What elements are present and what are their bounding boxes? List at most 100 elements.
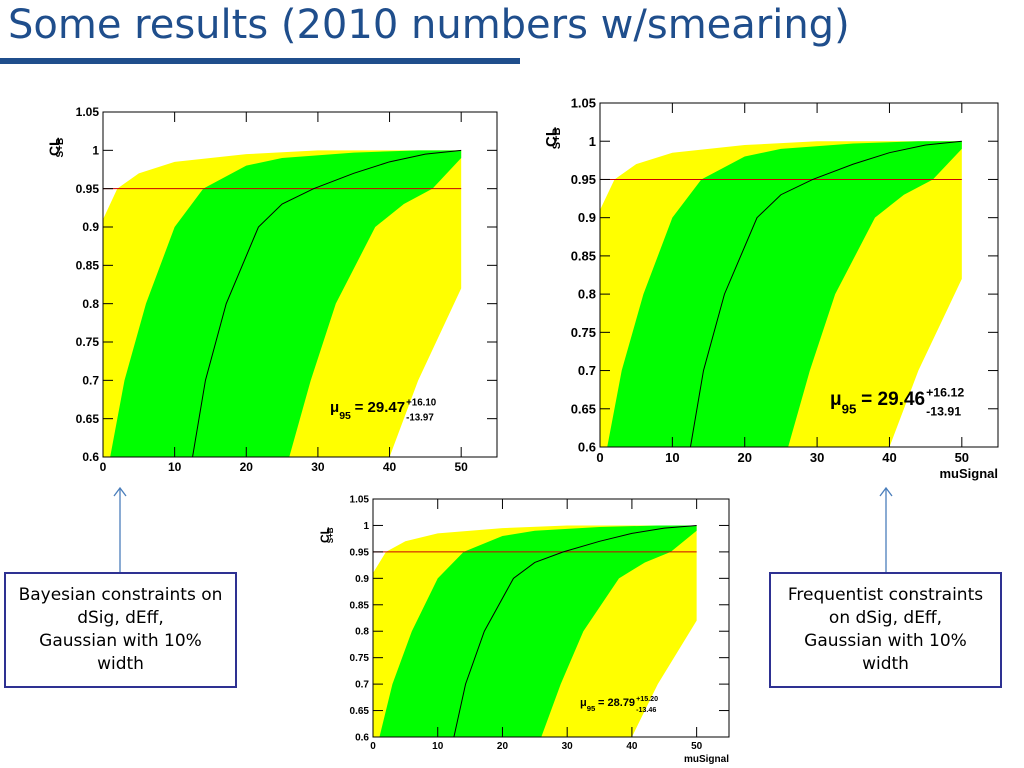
frame — [599, 102, 999, 448]
y-tick-label: 0.75 — [76, 335, 100, 349]
median-curve — [453, 524, 697, 737]
y-tick-label: 0.8 — [578, 287, 596, 302]
x-tick-label: 40 — [626, 741, 638, 752]
x-axis-label: muSignal — [939, 466, 998, 481]
y-tick-label: 0.7 — [82, 374, 99, 388]
y-tick-label: 1 — [363, 521, 369, 532]
annotation-symbol: μ — [830, 389, 842, 410]
annotation-value: = 29.47 — [355, 399, 405, 416]
y-tick-label: 0.9 — [355, 574, 369, 585]
frame — [102, 111, 498, 458]
plot-area — [373, 524, 697, 737]
y-tick-label: 1.05 — [350, 495, 370, 506]
y-tick-label: 0.9 — [578, 210, 596, 225]
x-tick-label: 50 — [455, 460, 469, 474]
x-tick-label: 40 — [882, 450, 896, 465]
x-tick-label: 20 — [737, 450, 751, 465]
y-tick-label: 1.05 — [76, 105, 100, 119]
callout-line: Frequentist constraints — [787, 585, 984, 605]
annotation-plus: +15.20 — [636, 695, 658, 703]
y-tick-label: 0.95 — [571, 172, 596, 187]
y-tick-label: 0.75 — [350, 653, 370, 664]
x-tick-label: 30 — [562, 741, 574, 752]
callout-line: Gaussian with 10% — [39, 631, 202, 651]
y-axis-label: CL — [46, 137, 62, 156]
annotation-subscript: 95 — [842, 402, 857, 417]
y-tick-label: 0.85 — [350, 600, 370, 611]
y-tick-label: 0.6 — [82, 450, 99, 464]
band — [379, 525, 697, 737]
y-tick-label: 0.7 — [355, 680, 369, 691]
x-tick-label: 50 — [955, 450, 969, 465]
plot-area — [103, 149, 462, 457]
frame — [372, 498, 730, 738]
callout-line: width — [97, 654, 144, 674]
y-tick-label: 0.8 — [82, 297, 99, 311]
callout-line: dSig, dEff, — [77, 608, 164, 628]
x-tick-label: 10 — [168, 460, 182, 474]
callout-box: Frequentist constraints on dSig, dEff, G… — [769, 572, 1002, 688]
plot-area — [600, 140, 962, 447]
y-tick-label: 0.6 — [355, 733, 369, 744]
x-tick-label: 20 — [240, 460, 254, 474]
y-tick-label: 0.9 — [82, 220, 99, 234]
y-tick-label: 1 — [589, 134, 596, 149]
x-tick-label: 30 — [311, 460, 325, 474]
slide-title: Some results (2010 numbers w/smearing) — [8, 2, 850, 48]
x-tick-label: 50 — [691, 741, 703, 752]
band — [607, 141, 962, 447]
callout-box: Bayesian constraints on dSig, dEff, Gaus… — [4, 572, 237, 688]
annotation-subscript: 95 — [587, 704, 596, 713]
y-tick-label: 0.85 — [76, 259, 100, 273]
arrow-head — [879, 486, 893, 497]
y-tick-label: 0.65 — [76, 412, 100, 426]
x-tick-label: 30 — [810, 450, 824, 465]
callout-line: Gaussian with 10% — [804, 631, 967, 651]
arrow-head — [113, 486, 127, 497]
annotation-plus: +16.12 — [926, 385, 964, 399]
y-tick-label: 0.8 — [355, 627, 369, 638]
annotation-symbol: μ — [330, 399, 339, 416]
callout-line: width — [862, 654, 909, 674]
y-tick-label: 0.95 — [76, 182, 100, 196]
y-axis-label: CL — [318, 527, 332, 543]
annotation-subscript: 95 — [339, 410, 351, 422]
y-tick-label: 0.85 — [571, 248, 596, 263]
x-tick-label: 0 — [596, 450, 603, 465]
annotation-plus: +16.10 — [406, 397, 437, 408]
y-axis-label-sub: S+B — [551, 127, 563, 149]
annotation-symbol: μ — [580, 697, 587, 709]
x-axis-label: muSignal — [684, 754, 729, 765]
x-tick-label: 40 — [383, 460, 397, 474]
y-axis-label-sub: S+B — [55, 138, 66, 158]
annotation-minus: -13.97 — [406, 412, 434, 423]
callout-line: Bayesian constraints on — [18, 585, 223, 605]
y-tick-label: 1.05 — [571, 96, 596, 111]
x-tick-label: 0 — [370, 741, 376, 752]
y-tick-label: 0.65 — [350, 706, 370, 717]
y-tick-label: 0.95 — [350, 547, 370, 558]
annotation-minus: -13.91 — [926, 404, 961, 418]
plot: 0.6 0.65 0.7 0.75 0.8 0.85 0.9 0.95 1 1.05 0 10 20 30… — [543, 96, 999, 481]
y-tick-label: 0.75 — [571, 325, 596, 340]
annotation-minus: -13.46 — [636, 706, 656, 714]
plot: 0.6 0.65 0.7 0.75 0.8 0.85 0.9 0.95 1 1.05 0 10 20 30… — [318, 495, 730, 765]
title-underline — [0, 58, 520, 64]
x-tick-label: 10 — [665, 450, 679, 465]
y-tick-label: 0.6 — [578, 440, 596, 455]
y-tick-label: 0.7 — [578, 363, 596, 378]
band — [110, 150, 462, 457]
median-curve — [192, 149, 462, 457]
y-axis-label-sub: S+B — [326, 527, 335, 543]
plot: 0.6 0.65 0.7 0.75 0.8 0.85 0.9 0.95 1 1.05 0 10 20 30… — [46, 105, 498, 474]
x-tick-label: 10 — [432, 741, 444, 752]
y-tick-label: 1 — [92, 144, 99, 158]
median-curve — [689, 140, 962, 447]
x-tick-label: 0 — [100, 460, 107, 474]
y-axis-label: CL — [543, 127, 560, 147]
callout-line: on dSig, dEff, — [828, 608, 943, 628]
annotation-value: = 28.79 — [598, 697, 635, 709]
x-tick-label: 20 — [497, 741, 509, 752]
